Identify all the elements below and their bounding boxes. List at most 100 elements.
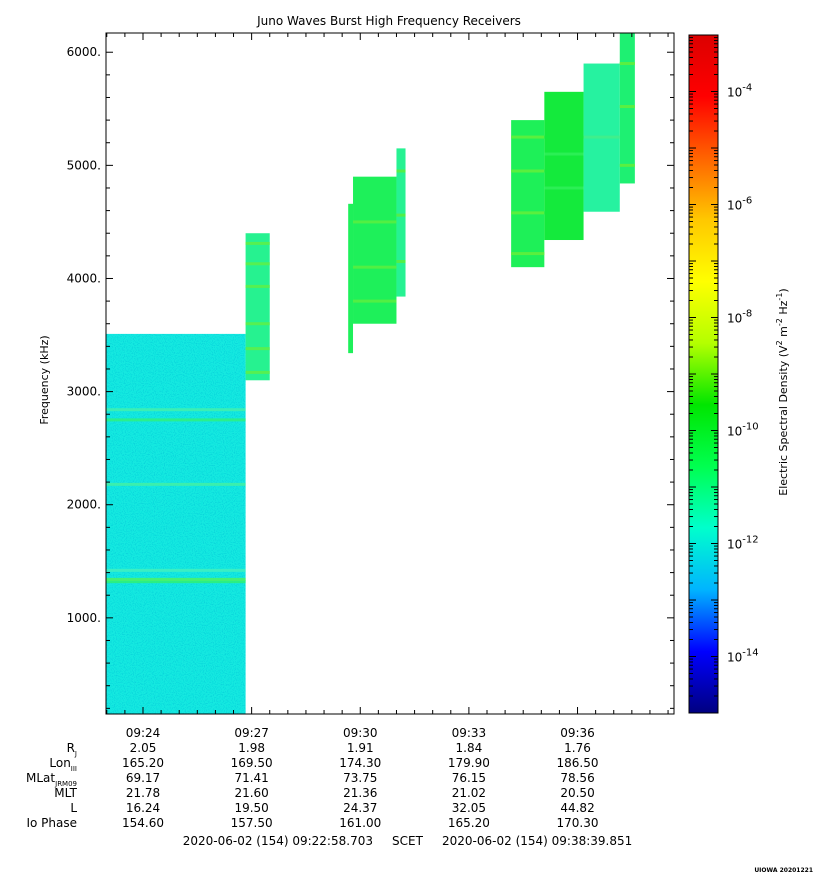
ephemeris-value: 165.20 [122, 756, 164, 770]
spectral-line [619, 163, 635, 167]
spectral-line [105, 418, 246, 422]
ephemeris-value: 76.15 [452, 771, 486, 785]
spectral-line [245, 241, 270, 245]
ephemeris-value: 21.36 [343, 786, 377, 800]
spectral-line [511, 135, 545, 139]
spectral-block [105, 333, 246, 714]
colorbar-tick-label: 10-12 [727, 535, 759, 552]
ephemeris-value: 174.30 [339, 756, 381, 770]
colorbar-tick-label: 10-10 [727, 422, 759, 439]
plot-frame [105, 32, 675, 715]
ephemeris-row-label: LonIII [49, 756, 77, 773]
ephemeris-value: 78.56 [560, 771, 594, 785]
ephemeris-value: 154.60 [122, 816, 164, 830]
y-tick-label: 6000. [67, 45, 101, 59]
ephemeris-value: 73.75 [343, 771, 377, 785]
ephemeris-value: 1.98 [238, 741, 265, 755]
spectral-line [544, 186, 584, 190]
y-tick-label: 3000. [67, 385, 101, 399]
ephemeris-value: 21.78 [126, 786, 160, 800]
spectral-line [353, 299, 397, 303]
ephemeris-value: 24.37 [343, 801, 377, 815]
spectral-line [396, 213, 406, 217]
colorbar-axis: 10-4 10-6 10-8 10-10 10-12 10-14 [689, 34, 759, 714]
spectral-line [105, 568, 246, 572]
ephemeris-value: 44.82 [560, 801, 594, 815]
colorbar-tick-label: 10-6 [727, 196, 752, 213]
y-tick-label: 5000. [67, 158, 101, 172]
ephemeris-value: 20.50 [560, 786, 594, 800]
spectral-line [544, 152, 584, 156]
ephemeris-value: 21.60 [234, 786, 268, 800]
ephemeris-value: 2.05 [130, 741, 157, 755]
y-tick-label: 2000. [67, 498, 101, 512]
spectral-line [245, 284, 270, 288]
colorbar-label: Electric Spectral Density (V2 m-2 Hz-1) [775, 288, 790, 495]
time-range-footer: 2020-06-02 (154) 09:22:58.703 SCET 2020-… [182, 834, 633, 848]
spectral-line [245, 262, 270, 266]
y-tick-label: 4000. [67, 271, 101, 285]
spectral-block [396, 148, 406, 297]
ephemeris-value: 1.91 [347, 741, 374, 755]
x-tick-label: 09:24 [126, 726, 161, 740]
spectral-line [583, 135, 620, 139]
ephemeris-table: RJ 2.05 1.98 1.91 1.84 1.76 LonIII 165.20 169.50… [26, 741, 599, 830]
spectrogram-data [105, 33, 635, 714]
ephemeris-value: 169.50 [231, 756, 273, 770]
ephemeris-value: 19.50 [234, 801, 268, 815]
colorbar-tick-label: 10-14 [727, 648, 759, 665]
ephemeris-row-label: MLatJRM09 [26, 771, 77, 788]
spectral-block [544, 91, 584, 241]
spectral-line [396, 260, 406, 264]
spectral-line [511, 169, 545, 173]
ephemeris-value: 69.17 [126, 771, 160, 785]
spectral-line [105, 408, 246, 412]
spectral-line [511, 211, 545, 215]
ephemeris-value: 157.50 [231, 816, 273, 830]
spectral-line [105, 577, 246, 581]
ephemeris-value: 16.24 [126, 801, 160, 815]
ephemeris-value: 1.84 [456, 741, 483, 755]
ephemeris-value: 170.30 [557, 816, 599, 830]
ephemeris-value: 71.41 [234, 771, 268, 785]
spectral-block [353, 176, 397, 324]
y-axis-label: Frequency (kHz) [38, 335, 51, 424]
ephemeris-value: 1.76 [564, 741, 591, 755]
x-axis: 09:24 09:27 09:30 09:33 09:36 [106, 33, 669, 740]
spectral-line [245, 370, 270, 374]
ephemeris-value: 165.20 [448, 816, 490, 830]
credit-stamp: UIOWA 20201221 [754, 867, 813, 874]
ephemeris-row-label: Io Phase [26, 816, 77, 830]
spectral-block [245, 233, 270, 381]
ephemeris-value: 32.05 [452, 801, 486, 815]
spectral-line [105, 482, 246, 486]
spectral-line [245, 347, 270, 351]
colorbar-tick-label: 10-4 [727, 83, 752, 100]
ephemeris-row-label: RJ [67, 741, 77, 758]
spectral-line [105, 580, 246, 584]
spectral-line [245, 322, 270, 326]
x-tick-label: 09:30 [343, 726, 378, 740]
ephemeris-row-label: MLT [54, 786, 77, 800]
spectral-line [511, 252, 545, 256]
ephemeris-value: 21.02 [452, 786, 486, 800]
x-tick-label: 09:33 [452, 726, 487, 740]
spectral-block [511, 120, 545, 268]
colorbar-tick-label: 10-8 [727, 309, 752, 326]
spectral-line [396, 169, 406, 173]
ephemeris-row-label: L [70, 801, 77, 815]
ephemeris-value: 179.90 [448, 756, 490, 770]
spectral-line [619, 105, 635, 109]
y-axis: 1000. 2000. 3000. 4000. 5000. 6000. [67, 45, 674, 709]
spectral-line [353, 265, 397, 269]
spectral-line [619, 62, 635, 66]
y-tick-label: 1000. [67, 611, 101, 625]
spectral-block [619, 33, 635, 184]
ephemeris-value: 161.00 [339, 816, 381, 830]
ephemeris-value: 186.50 [557, 756, 599, 770]
spectral-block [348, 203, 354, 354]
x-tick-label: 09:27 [234, 726, 269, 740]
chart-title: Juno Waves Burst High Frequency Receiver… [256, 14, 521, 28]
spectral-line [353, 220, 397, 224]
